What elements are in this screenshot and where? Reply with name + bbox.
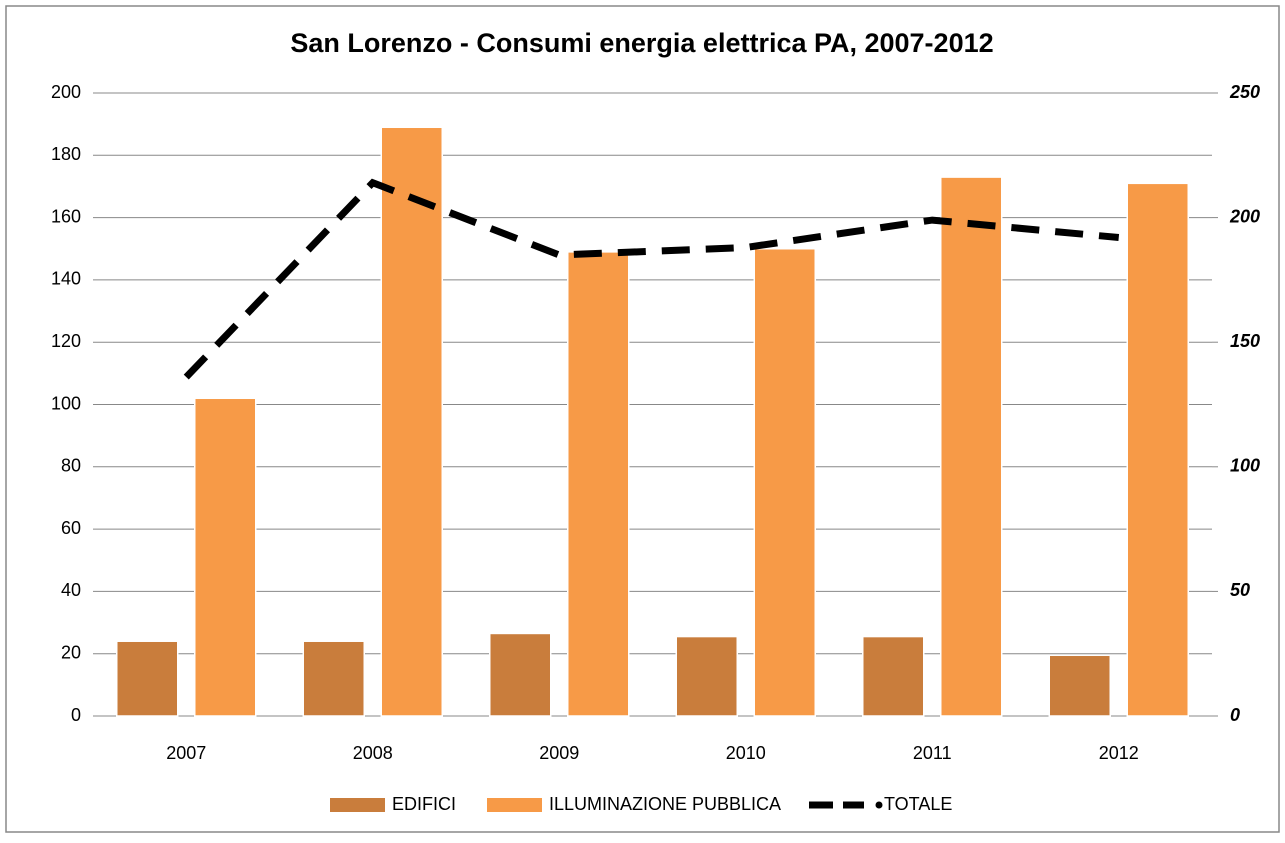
bar <box>675 635 738 717</box>
line <box>183 178 1120 380</box>
y-tick-label: 200 <box>51 82 81 102</box>
legend-label: EDIFICI <box>392 794 456 814</box>
bar <box>862 635 925 717</box>
y-tick-label: 20 <box>61 642 81 662</box>
y2-tick-label: 100 <box>1230 456 1260 476</box>
bar <box>1126 182 1189 717</box>
bar <box>489 632 552 717</box>
x-tick-label: 2009 <box>539 743 579 763</box>
legend-swatch <box>487 798 542 812</box>
x-tick-label: 2012 <box>1099 743 1139 763</box>
x-tick-label: 2011 <box>913 743 952 763</box>
bar <box>116 640 179 717</box>
chart-title: San Lorenzo - Consumi energia elettrica … <box>290 28 993 58</box>
y-tick-label: 120 <box>51 331 81 351</box>
x-tick-label: 2007 <box>166 743 206 763</box>
y2-tick-label: 50 <box>1230 580 1250 600</box>
legend-label: ILLUMINAZIONE PUBBLICA <box>549 794 781 814</box>
y2-tick-label: 150 <box>1230 331 1260 351</box>
y-tick-label: 140 <box>51 269 81 289</box>
y2-tick-label: 200 <box>1229 206 1260 226</box>
bar <box>1048 654 1111 717</box>
legend-swatch <box>330 798 385 812</box>
y-tick-label: 180 <box>51 144 81 164</box>
legend-swatch <box>875 801 883 809</box>
bar <box>940 176 1003 717</box>
y-tick-label: 0 <box>71 705 81 725</box>
y-tick-label: 160 <box>51 206 81 226</box>
y2-tick-label: 0 <box>1230 705 1240 725</box>
bar <box>567 251 630 717</box>
y-tick-label: 100 <box>51 393 81 413</box>
legend-label: TOTALE <box>884 794 952 814</box>
bar <box>194 397 257 717</box>
bar <box>753 248 816 717</box>
x-tick-label: 2010 <box>726 743 766 763</box>
y-tick-label: 80 <box>61 456 81 476</box>
x-tick-label: 2008 <box>353 743 393 763</box>
y-tick-label: 60 <box>61 518 81 538</box>
y-tick-label: 40 <box>61 580 81 600</box>
bar <box>302 640 365 717</box>
bar <box>380 126 443 717</box>
y2-tick-label: 250 <box>1229 82 1260 102</box>
